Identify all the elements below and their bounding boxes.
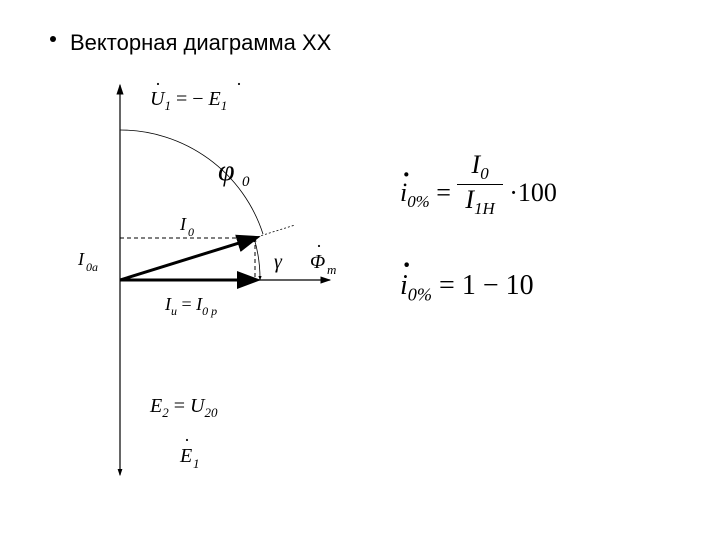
vector-i0 [120, 238, 255, 280]
formula-i0-percent: i·0% = I0 I1H ·100 [400, 150, 557, 219]
svg-text:1: 1 [193, 456, 200, 471]
label-e2-u20: E2 = U20 [149, 395, 218, 422]
label-iu-i0p: Iu = I0 p [164, 294, 217, 319]
vector-diagram: U1 = − E1 · · φ 0 I 0 I 0a γ Φ m · Iu = … [40, 70, 360, 490]
page-title: Векторная диаграмма ХХ [70, 30, 331, 56]
svg-text:·: · [155, 74, 161, 94]
label-i0a: I [77, 249, 85, 269]
formula-i0-range: i·0% = 1 − 10 [400, 270, 534, 306]
svg-text:·: · [236, 74, 242, 94]
label-u1: U1 = − E1 [150, 88, 227, 115]
label-i0: I [179, 214, 187, 234]
svg-text:0: 0 [242, 174, 250, 190]
bullet-icon [50, 36, 56, 42]
svg-text:m: m [327, 262, 336, 277]
svg-text:·: · [184, 430, 190, 450]
label-gamma: γ [274, 251, 283, 273]
svg-text:0a: 0a [86, 260, 98, 274]
svg-text:·: · [316, 236, 322, 256]
label-phi0: φ [218, 154, 235, 187]
svg-text:0: 0 [188, 225, 194, 239]
